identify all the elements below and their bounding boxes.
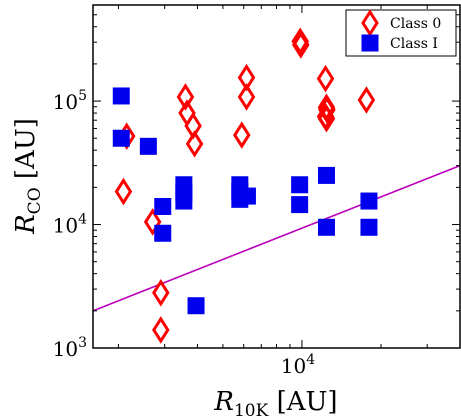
class0-point xyxy=(316,64,335,93)
legend-class1-marker xyxy=(361,34,379,52)
class1-point xyxy=(360,192,378,210)
class1-point xyxy=(291,196,309,214)
y-tick-label: 104 xyxy=(53,212,87,238)
class0-point xyxy=(152,278,170,307)
class0-point xyxy=(317,104,336,133)
class0-point xyxy=(357,86,376,114)
class0-point xyxy=(233,121,251,149)
class1-point xyxy=(360,218,378,236)
class1-point xyxy=(291,176,309,194)
y-axis-label: RCO [AU] xyxy=(11,118,45,235)
x-tick-label: 104 xyxy=(281,352,315,378)
class0-point xyxy=(114,177,133,206)
class1-point xyxy=(238,187,256,205)
legend-label: Class I xyxy=(390,36,438,52)
legend-class0-marker xyxy=(361,9,379,37)
class0-point xyxy=(292,31,310,59)
class0-point xyxy=(318,95,336,124)
fit-line xyxy=(93,164,460,312)
class1-point xyxy=(175,192,193,210)
y-tick-label: 103 xyxy=(53,335,87,361)
class1-point xyxy=(154,224,172,242)
legend-label: Class 0 xyxy=(390,16,441,32)
class1-point xyxy=(317,218,335,236)
x-axis-label: R10K [AU] xyxy=(213,387,337,420)
class0-point xyxy=(185,130,204,158)
class1-point xyxy=(317,166,335,184)
class0-point xyxy=(237,83,256,111)
class1-point xyxy=(139,137,157,155)
y-tick-label: 105 xyxy=(53,88,87,114)
class1-point xyxy=(187,297,205,315)
class1-point xyxy=(154,197,172,215)
class0-point xyxy=(176,83,195,111)
class0-point xyxy=(143,208,162,236)
class1-point xyxy=(112,87,130,105)
class0-point xyxy=(152,316,170,344)
class1-point xyxy=(112,129,130,147)
